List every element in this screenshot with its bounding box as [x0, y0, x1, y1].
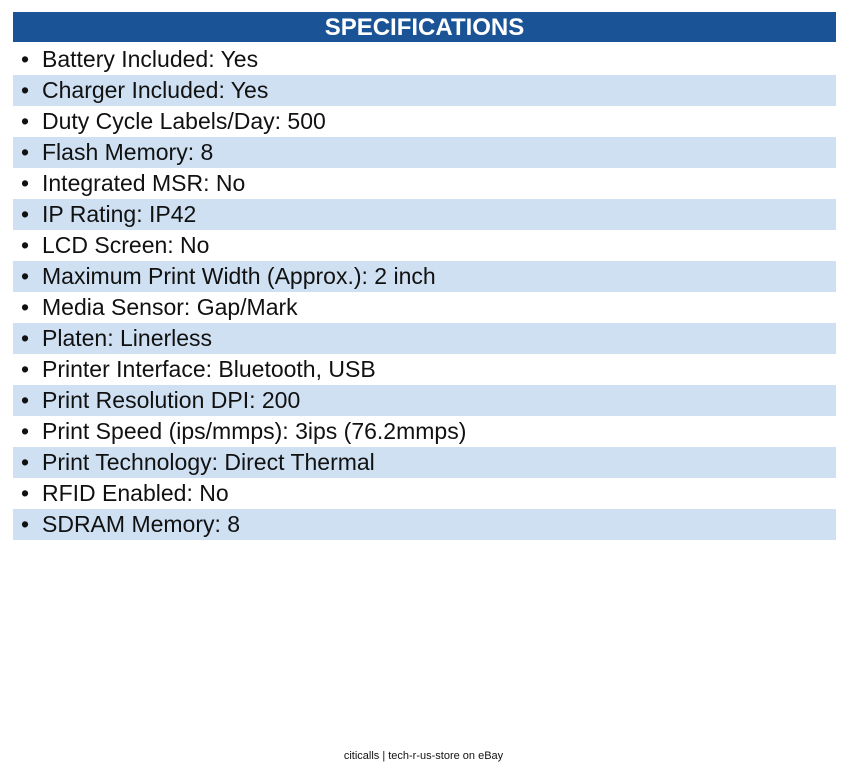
spec-item: Print Resolution DPI: 200: [13, 385, 836, 416]
spec-item: Flash Memory: 8: [13, 137, 836, 168]
spec-item: IP Rating: IP42: [13, 199, 836, 230]
spec-item: Media Sensor: Gap/Mark: [13, 292, 836, 323]
footer-text: citicalls | tech-r-us-store on eBay: [343, 750, 504, 762]
spec-list: Battery Included: YesCharger Included: Y…: [13, 44, 836, 540]
spec-item: Integrated MSR: No: [13, 168, 836, 199]
spec-item: Print Speed (ips/mmps): 3ips (76.2mmps): [13, 416, 836, 447]
spec-item: LCD Screen: No: [13, 230, 836, 261]
spec-item: RFID Enabled: No: [13, 478, 836, 509]
spec-item: Charger Included: Yes: [13, 75, 836, 106]
spec-item: Duty Cycle Labels/Day: 500: [13, 106, 836, 137]
spec-item: Maximum Print Width (Approx.): 2 inch: [13, 261, 836, 292]
spec-item: Printer Interface: Bluetooth, USB: [13, 354, 836, 385]
spec-item: Platen: Linerless: [13, 323, 836, 354]
section-header: SPECIFICATIONS: [13, 12, 836, 42]
spec-item: Print Technology: Direct Thermal: [13, 447, 836, 478]
spec-item: Battery Included: Yes: [13, 44, 836, 75]
spec-item: SDRAM Memory: 8: [13, 509, 836, 540]
